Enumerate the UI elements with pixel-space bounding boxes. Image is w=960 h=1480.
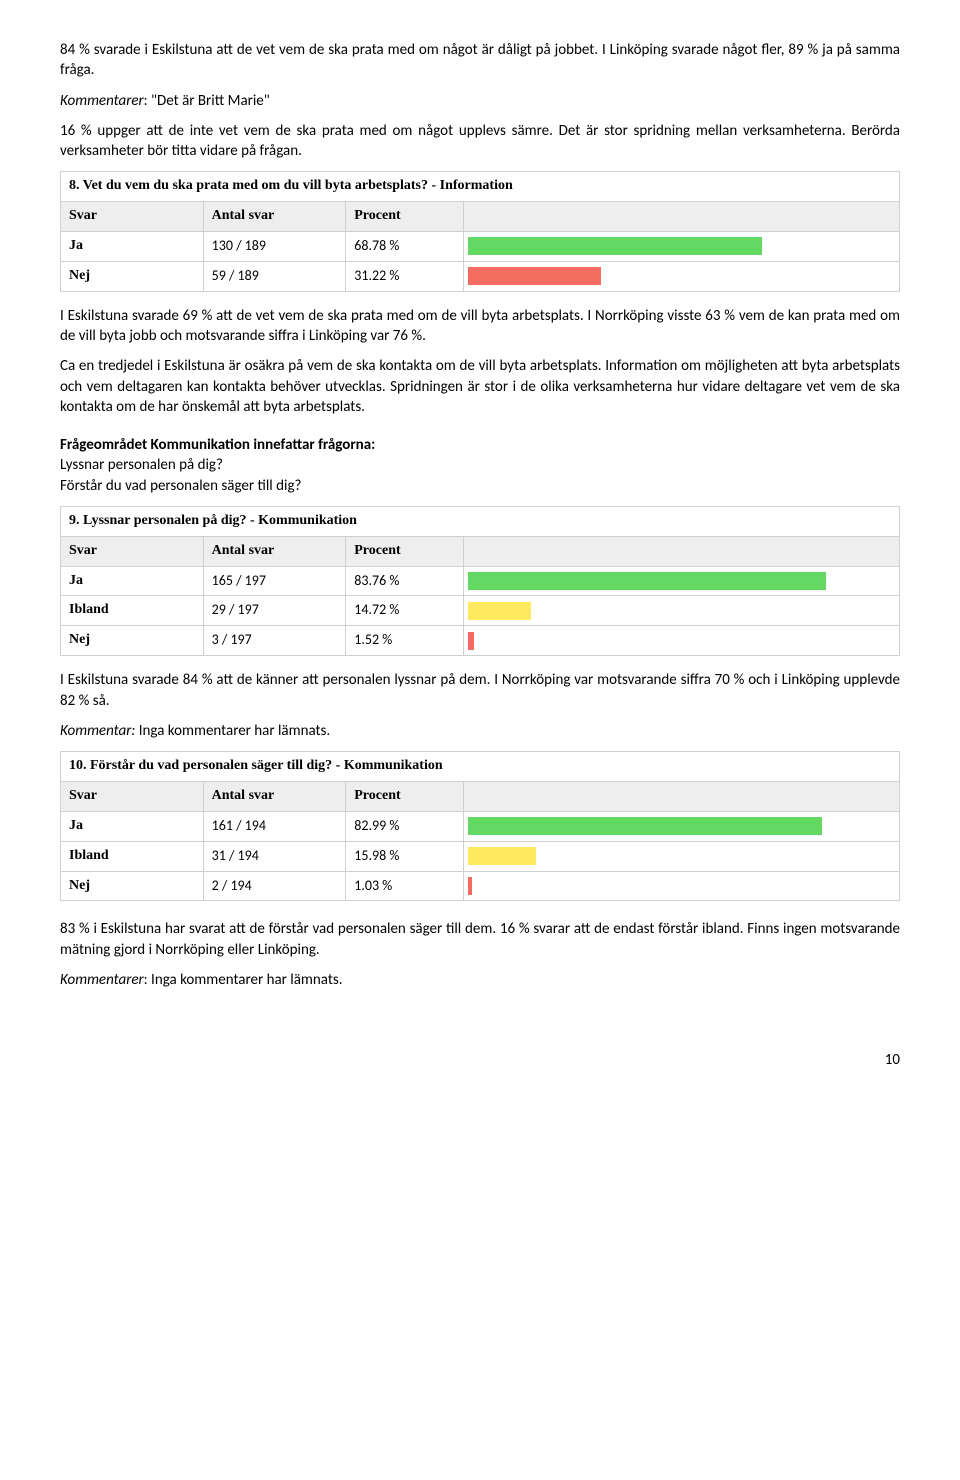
cell-antal: 165 / 197 [203, 566, 346, 596]
cell-svar: Nej [61, 871, 204, 901]
cell-procent: 31.22 % [346, 261, 463, 291]
table-row: Ibland31 / 19415.98 % [61, 841, 900, 871]
table-row: Nej2 / 1941.03 % [61, 871, 900, 901]
bar-fill [468, 237, 762, 255]
sub-question-1: Lyssnar personalen på dig? [60, 456, 223, 474]
bar-fill [468, 817, 823, 835]
cell-procent: 68.78 % [346, 232, 463, 262]
table-row: Ibland29 / 19714.72 % [61, 596, 900, 626]
tbody-q9: Ja165 / 19783.76 %Ibland29 / 19714.72 %N… [61, 566, 900, 656]
cell-svar: Ja [61, 811, 204, 841]
bar-fill [468, 602, 531, 620]
paragraph: 84 % svarade i Eskilstuna att de vet vem… [60, 40, 900, 81]
cell-bar [463, 841, 899, 871]
cell-svar: Nej [61, 261, 204, 291]
cell-procent: 82.99 % [346, 811, 463, 841]
cell-procent: 1.52 % [346, 626, 463, 656]
text: : "Det är Britt Marie" [144, 92, 270, 110]
tbody-q10: Ja161 / 19482.99 %Ibland31 / 19415.98 %N… [61, 811, 900, 901]
col-header-bar [463, 202, 899, 232]
cell-svar: Ja [61, 232, 204, 262]
col-header-svar: Svar [61, 536, 204, 566]
page-number: 10 [60, 1050, 900, 1070]
paragraph: Ca en tredjedel i Eskilstuna är osäkra p… [60, 356, 900, 417]
cell-bar [463, 232, 899, 262]
cell-svar: Ibland [61, 841, 204, 871]
paragraph: Kommentar: Inga kommentarer har lämnats. [60, 721, 900, 741]
cell-bar [463, 596, 899, 626]
label-kommentarer: Kommentarer [60, 92, 144, 110]
cell-antal: 161 / 194 [203, 811, 346, 841]
cell-svar: Ibland [61, 596, 204, 626]
cell-antal: 2 / 194 [203, 871, 346, 901]
bar-fill [468, 572, 826, 590]
paragraph: 16 % uppger att de inte vet vem de ska p… [60, 121, 900, 162]
text: : Inga kommentarer har lämnats. [144, 971, 343, 989]
col-header-bar [463, 536, 899, 566]
col-header-antal: Antal svar [203, 781, 346, 811]
section-heading: Frågeområdet Kommunikation innefattar fr… [60, 435, 900, 496]
cell-bar [463, 261, 899, 291]
table-row: Ja130 / 18968.78 % [61, 232, 900, 262]
cell-svar: Ja [61, 566, 204, 596]
bar-fill [468, 877, 472, 895]
bar-fill [468, 267, 601, 285]
heading-text: Frågeområdet Kommunikation innefattar fr… [60, 436, 375, 454]
col-header-bar [463, 781, 899, 811]
cell-bar [463, 811, 899, 841]
question-title-8: 8. Vet du vem du ska prata med om du vil… [60, 171, 900, 201]
cell-antal: 59 / 189 [203, 261, 346, 291]
cell-antal: 130 / 189 [203, 232, 346, 262]
cell-procent: 15.98 % [346, 841, 463, 871]
col-header-antal: Antal svar [203, 536, 346, 566]
table-row: Ja161 / 19482.99 % [61, 811, 900, 841]
paragraph: 83 % i Eskilstuna har svarat att de förs… [60, 919, 900, 960]
cell-antal: 3 / 197 [203, 626, 346, 656]
table-row: Nej3 / 1971.52 % [61, 626, 900, 656]
question-title-10: 10. Förstår du vad personalen säger till… [60, 751, 900, 781]
table-q10: Svar Antal svar Procent Ja161 / 19482.99… [60, 781, 900, 902]
paragraph: I Eskilstuna svarade 69 % att de vet vem… [60, 306, 900, 347]
cell-antal: 31 / 194 [203, 841, 346, 871]
col-header-procent: Procent [346, 536, 463, 566]
label-kommentar: Kommentar: [60, 722, 135, 740]
table-row: Nej59 / 18931.22 % [61, 261, 900, 291]
bar-fill [468, 632, 474, 650]
col-header-svar: Svar [61, 202, 204, 232]
cell-procent: 1.03 % [346, 871, 463, 901]
paragraph: I Eskilstuna svarade 84 % att de känner … [60, 670, 900, 711]
cell-svar: Nej [61, 626, 204, 656]
table-row: Ja165 / 19783.76 % [61, 566, 900, 596]
cell-bar [463, 626, 899, 656]
tbody-q8: Ja130 / 18968.78 %Nej59 / 18931.22 % [61, 232, 900, 292]
cell-bar [463, 871, 899, 901]
cell-bar [463, 566, 899, 596]
paragraph: Kommentarer: "Det är Britt Marie" [60, 91, 900, 111]
cell-procent: 14.72 % [346, 596, 463, 626]
question-title-9: 9. Lyssnar personalen på dig? - Kommunik… [60, 506, 900, 536]
col-header-procent: Procent [346, 202, 463, 232]
col-header-procent: Procent [346, 781, 463, 811]
table-q8: Svar Antal svar Procent Ja130 / 18968.78… [60, 201, 900, 292]
table-q9: Svar Antal svar Procent Ja165 / 19783.76… [60, 536, 900, 657]
col-header-antal: Antal svar [203, 202, 346, 232]
cell-procent: 83.76 % [346, 566, 463, 596]
bar-fill [468, 847, 536, 865]
paragraph: Kommentarer: Inga kommentarer har lämnat… [60, 970, 900, 990]
col-header-svar: Svar [61, 781, 204, 811]
sub-question-2: Förstår du vad personalen säger till dig… [60, 477, 301, 495]
text: Inga kommentarer har lämnats. [135, 722, 330, 740]
label-kommentarer: Kommentarer [60, 971, 144, 989]
cell-antal: 29 / 197 [203, 596, 346, 626]
